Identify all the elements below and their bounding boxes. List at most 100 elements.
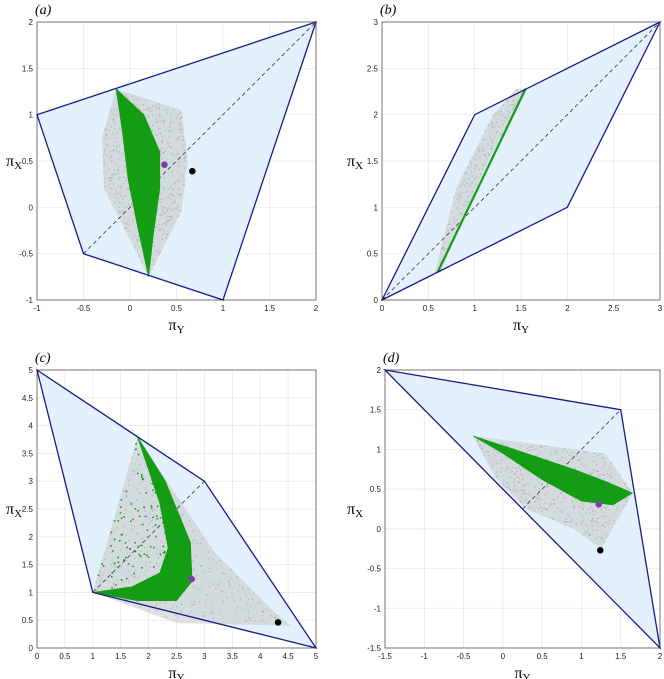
gray-point [130, 502, 132, 504]
gray-point [453, 221, 456, 223]
gray-point [203, 611, 205, 613]
gray-point [165, 129, 167, 131]
gray-point [159, 192, 161, 194]
gray-point [561, 456, 563, 458]
green-point [112, 550, 114, 552]
gray-point [153, 263, 155, 265]
gray-point [169, 220, 171, 222]
x-tick-label: 3 [658, 304, 663, 313]
gray-point [479, 444, 481, 446]
gray-point [590, 503, 593, 505]
gray-point [531, 446, 533, 448]
y-tick-label: -1.5 [367, 644, 381, 653]
gray-point [211, 611, 213, 613]
gray-point [136, 240, 138, 242]
gray-point [456, 207, 458, 209]
gray-point [575, 467, 577, 469]
gray-point [151, 495, 153, 497]
y-tick-label: 0 [29, 203, 34, 212]
gray-point [128, 479, 130, 481]
gray-point [191, 560, 194, 562]
green-point [163, 550, 166, 553]
gray-point [110, 180, 112, 182]
gray-point [164, 212, 166, 214]
green-point [141, 567, 143, 569]
gray-point [153, 245, 156, 247]
gray-point [112, 149, 114, 152]
gray-point [114, 141, 116, 143]
gray-point [169, 126, 171, 128]
y-tick-label: 5 [29, 366, 34, 375]
gray-point [119, 176, 121, 178]
gray-point [166, 220, 168, 222]
gray-point [146, 576, 148, 578]
gray-point [559, 510, 561, 512]
gray-point [116, 579, 118, 581]
gray-point [223, 572, 225, 574]
green-point [143, 553, 146, 555]
gray-point [106, 154, 108, 156]
x-axis-subscript: Y [521, 324, 529, 336]
gray-point [452, 229, 454, 231]
gray-point [177, 215, 180, 217]
gray-point [520, 500, 522, 503]
gray-point [503, 485, 505, 487]
gray-point [179, 131, 181, 133]
green-point [134, 550, 137, 553]
gray-point [556, 451, 558, 453]
y-tick-label: 3 [374, 18, 379, 27]
gray-point [585, 524, 587, 526]
y-axis-label: πX [6, 153, 22, 172]
gray-point [591, 510, 594, 512]
gray-point [557, 496, 559, 498]
gray-point [523, 490, 526, 492]
gray-point [162, 120, 164, 122]
gray-point [151, 268, 153, 270]
gray-point [194, 539, 196, 541]
green-point [110, 531, 113, 534]
green-point [119, 512, 122, 514]
gray-point [175, 207, 177, 209]
gray-point [446, 247, 448, 250]
gray-point [181, 116, 183, 118]
gray-point [471, 191, 474, 193]
gray-point [123, 491, 125, 493]
gray-point [478, 147, 480, 149]
gray-point [481, 448, 483, 450]
gray-point [219, 609, 221, 611]
gray-region [92, 436, 291, 626]
gray-point [124, 228, 126, 230]
green-point [120, 506, 122, 508]
gray-point [619, 474, 621, 476]
dashed-diagonal [522, 409, 621, 510]
gray-point [610, 477, 612, 479]
gray-point [598, 475, 600, 477]
gray-point [104, 139, 106, 141]
gray-point [491, 145, 493, 147]
gray-point [519, 481, 521, 483]
gray-point [108, 177, 110, 179]
gray-point [159, 120, 161, 122]
black-point [596, 547, 604, 554]
gray-point [111, 119, 113, 121]
gray-point [482, 168, 484, 170]
gray-point [456, 198, 458, 200]
gray-point [602, 474, 604, 476]
gray-point [482, 164, 485, 166]
gray-point [249, 606, 252, 608]
green-point [113, 520, 116, 522]
gray-point [140, 482, 142, 484]
gray-point [487, 143, 489, 145]
gray-point [509, 489, 511, 491]
x-axis-subscript: Y [523, 672, 531, 679]
gray-point [588, 534, 590, 536]
gray-point [204, 571, 206, 573]
gray-point [596, 470, 598, 472]
purple-point [595, 500, 603, 508]
gray-point [124, 581, 126, 583]
panel-label: (d) [383, 351, 400, 366]
gray-point [608, 474, 610, 476]
green-point [162, 551, 165, 554]
gray-point [107, 547, 109, 549]
gray-point [172, 194, 175, 196]
